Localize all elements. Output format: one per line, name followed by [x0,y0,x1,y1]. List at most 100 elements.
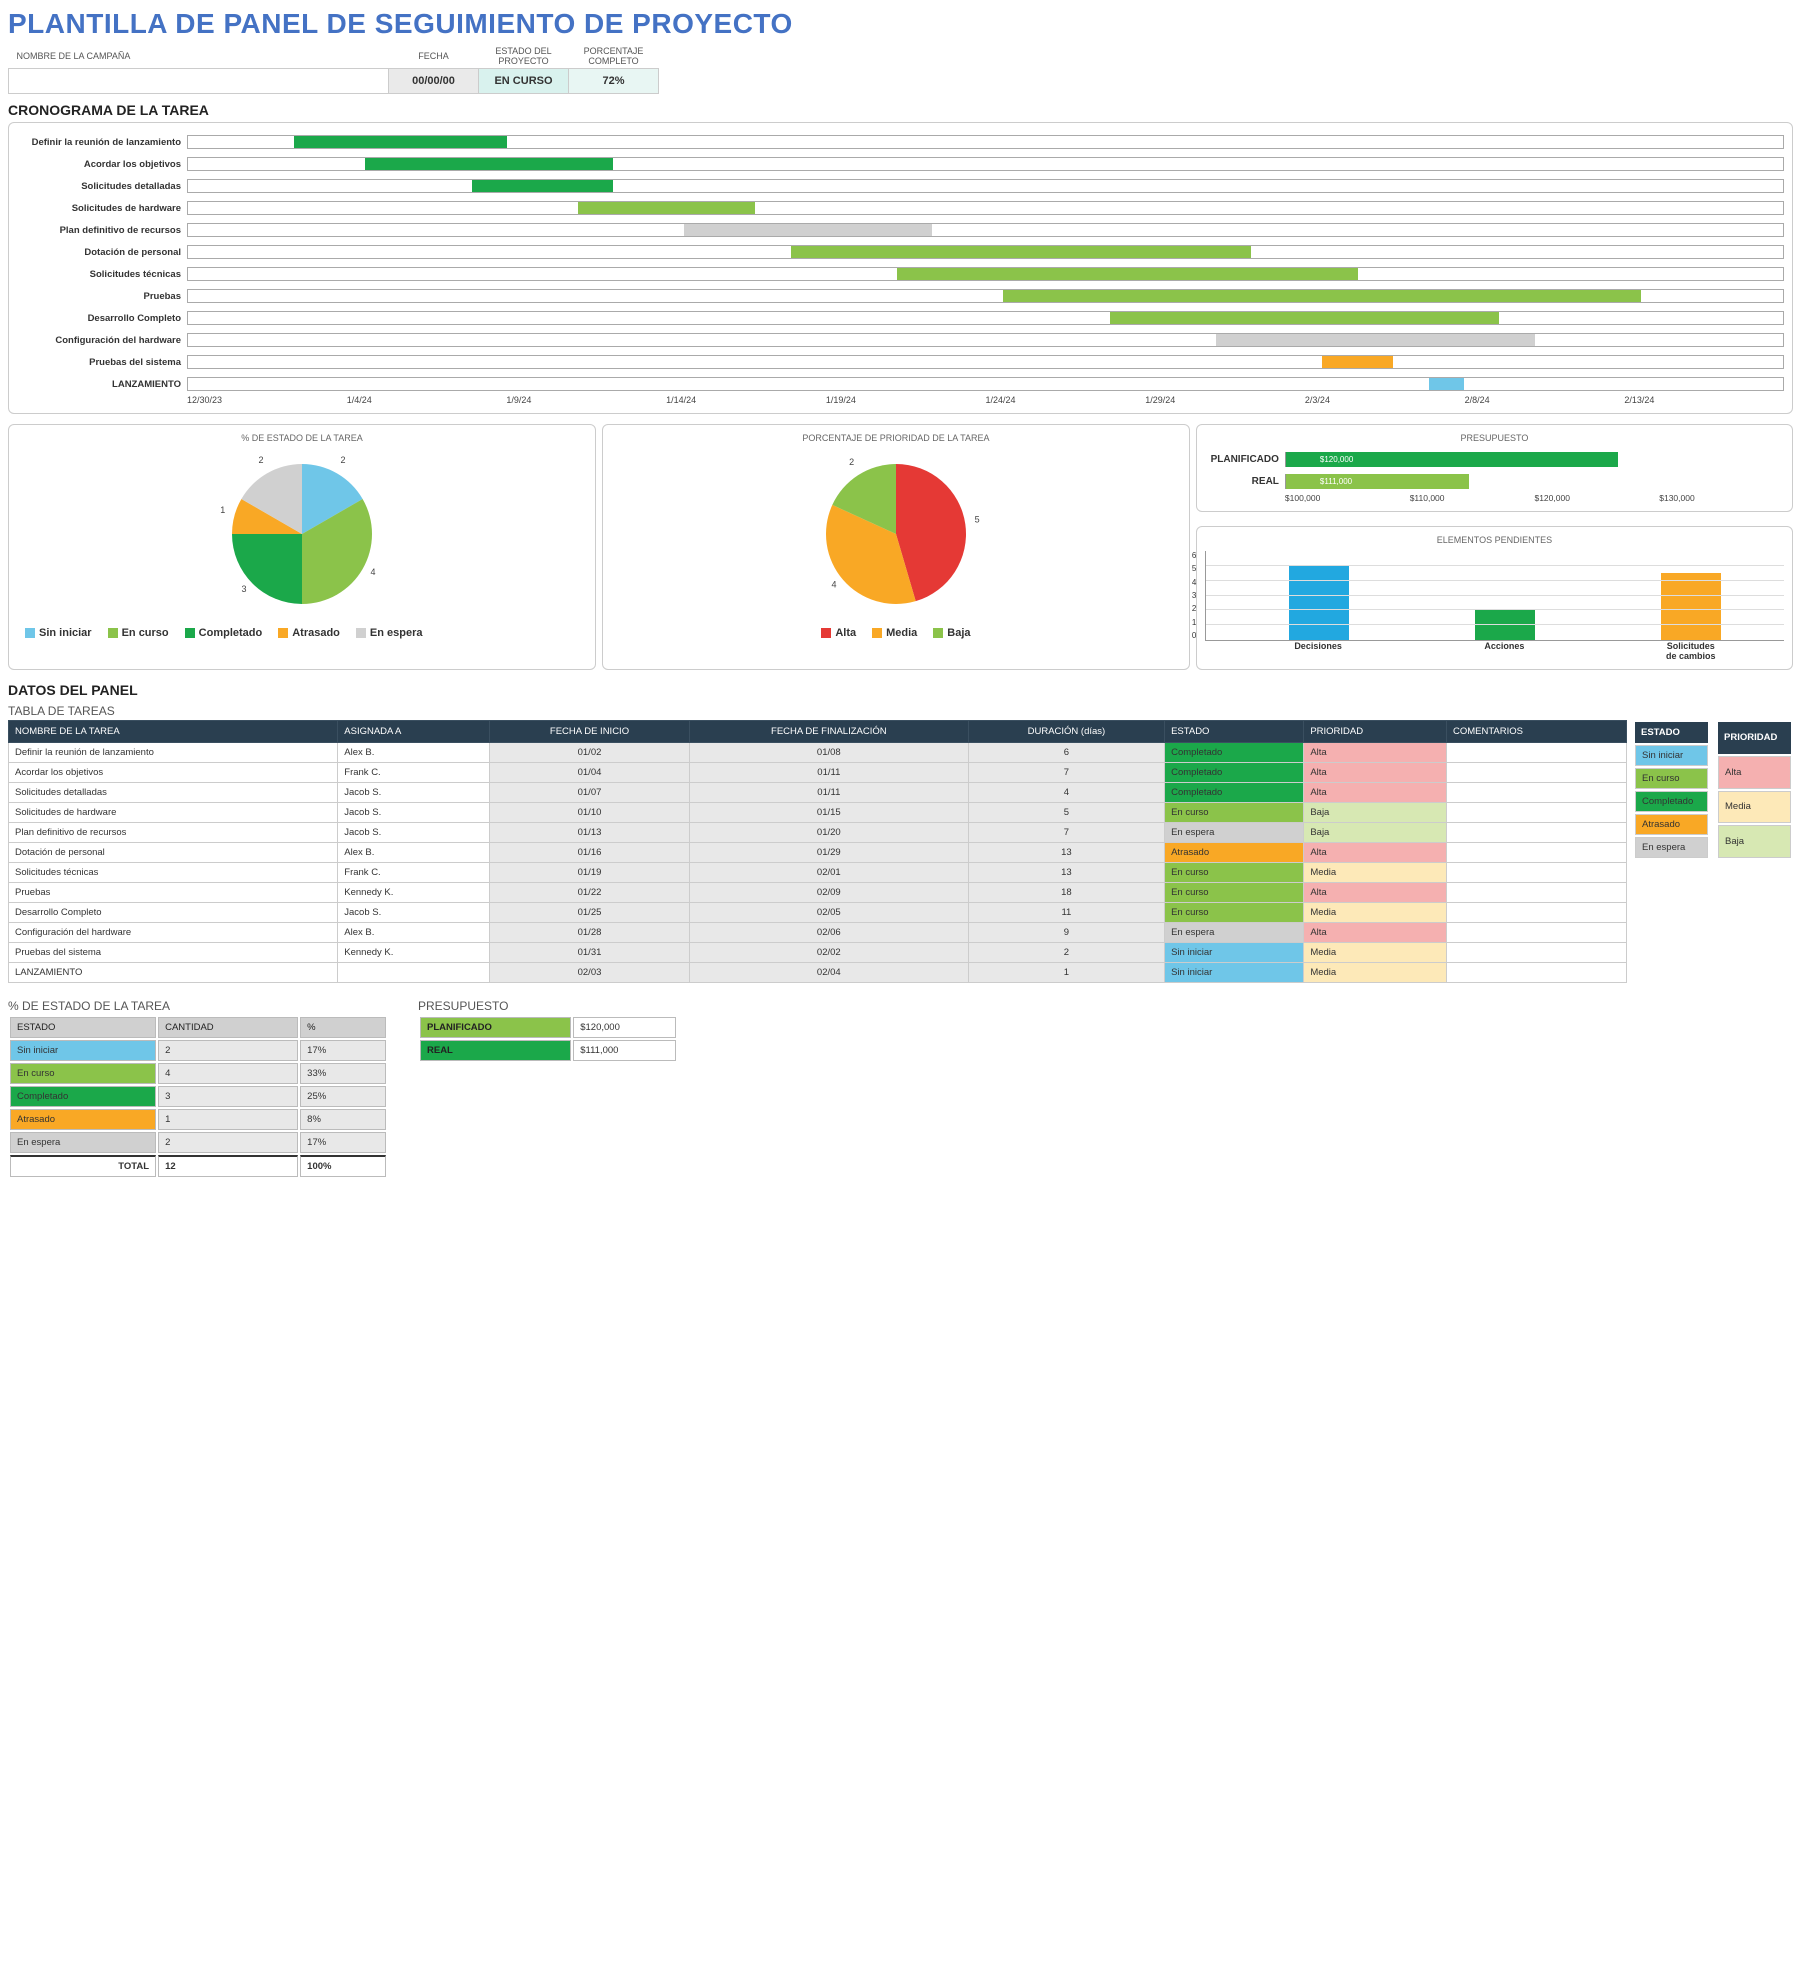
task-start: 01/04 [490,763,690,783]
gantt-bar [1429,378,1464,390]
task-priority: Alta [1304,743,1447,763]
gantt-x-tick: 1/14/24 [666,395,826,405]
task-status: Completado [1165,783,1304,803]
gantt-track [187,311,1784,325]
status-row: Completado325% [10,1086,386,1107]
gantt-track [187,201,1784,215]
table-row[interactable]: Plan definitivo de recursos Jacob S. 01/… [9,823,1627,843]
task-comment [1446,843,1626,863]
task-start: 01/13 [490,823,690,843]
task-priority: Baja [1304,803,1447,823]
table-row[interactable]: Desarrollo Completo Jacob S. 01/25 02/05… [9,903,1627,923]
budget-summary-title: PRESUPUESTO [418,999,678,1013]
gantt-x-tick: 1/4/24 [347,395,507,405]
task-end: 01/20 [689,823,968,843]
table-row[interactable]: Solicitudes detalladas Jacob S. 01/07 01… [9,783,1627,803]
task-col-header: ASIGNADA A [338,721,490,743]
table-row[interactable]: Configuración del hardware Alex B. 01/28… [9,923,1627,943]
table-row[interactable]: Pruebas del sistema Kennedy K. 01/31 02/… [9,943,1627,963]
task-status: En curso [1165,803,1304,823]
gantt-track [187,179,1784,193]
budget-panel: PRESUPUESTO PLANIFICADO $120,000 REAL $1… [1196,424,1793,512]
gantt-track [187,377,1784,391]
pie-value-label: 2 [340,455,345,465]
task-status: En curso [1165,863,1304,883]
table-row[interactable]: Pruebas Kennedy K. 01/22 02/09 18 En cur… [9,883,1627,903]
col-header: ESTADO [10,1017,156,1038]
table-row[interactable]: Solicitudes técnicas Frank C. 01/19 02/0… [9,863,1627,883]
task-assigned: Alex B. [338,843,490,863]
gantt-label: Definir la reunión de lanzamiento [17,137,187,148]
y-tick: 5 [1192,564,1196,573]
task-end: 01/29 [689,843,968,863]
percent-value: 72% [569,69,659,94]
gantt-bar [578,202,755,214]
bar [1661,573,1721,640]
task-assigned: Alex B. [338,923,490,943]
task-duration: 13 [968,843,1164,863]
legend-item: Completado [185,627,263,639]
task-status: Sin iniciar [1165,963,1304,983]
task-end: 02/05 [689,903,968,923]
task-priority: Media [1304,963,1447,983]
status-summary-title: % DE ESTADO DE LA TAREA [8,999,388,1013]
tabla-tareas-title: TABLA DE TAREAS [8,704,1793,718]
task-status: En curso [1165,883,1304,903]
task-duration: 7 [968,763,1164,783]
gantt-label: Solicitudes de hardware [17,203,187,214]
table-row[interactable]: Definir la reunión de lanzamiento Alex B… [9,743,1627,763]
fecha-value[interactable]: 00/00/00 [389,69,479,94]
gantt-track [187,223,1784,237]
budget-summary-row: PLANIFICADO$120,000 [420,1017,676,1038]
budget-x-tick: $110,000 [1410,493,1535,503]
gantt-row: Configuración del hardware [17,329,1784,351]
gantt-label: Pruebas [17,291,187,302]
gantt-row: Solicitudes detalladas [17,175,1784,197]
percent-label: PORCENTAJE COMPLETO [569,44,659,69]
bar [1289,566,1349,640]
task-priority: Alta [1304,763,1447,783]
task-status: Completado [1165,743,1304,763]
task-end: 01/11 [689,783,968,803]
gantt-track [187,157,1784,171]
estado-value[interactable]: EN CURSO [479,69,569,94]
gantt-label: LANZAMIENTO [17,379,187,390]
legend-item: Baja [1718,825,1791,858]
col-header: CANTIDAD [158,1017,298,1038]
legend-prioridad: PRIORIDADAltaMediaBaja [1716,720,1793,860]
campaign-input[interactable] [9,69,389,94]
gantt-row: Solicitudes de hardware [17,197,1784,219]
task-end: 02/02 [689,943,968,963]
budget-summary-table: PLANIFICADO$120,000REAL$111,000 [418,1015,678,1063]
budget-label: REAL [1205,476,1285,487]
table-row[interactable]: LANZAMIENTO 02/03 02/04 1 Sin iniciar Me… [9,963,1627,983]
status-summary-table: ESTADOCANTIDAD%Sin iniciar217%En curso43… [8,1015,388,1179]
gantt-x-tick: 12/30/23 [187,395,347,405]
gantt-x-tick: 1/24/24 [986,395,1146,405]
task-duration: 7 [968,823,1164,843]
task-assigned: Frank C. [338,763,490,783]
table-row[interactable]: Dotación de personal Alex B. 01/16 01/29… [9,843,1627,863]
task-name: Pruebas del sistema [9,943,338,963]
gantt-bar [684,224,932,236]
task-assigned: Jacob S. [338,803,490,823]
budget-title: PRESUPUESTO [1205,433,1784,443]
budget-label: PLANIFICADO [1205,454,1285,465]
budget-track: $111,000 [1285,474,1784,489]
legend-title: ESTADO [1635,722,1708,743]
legend-title: PRIORIDAD [1718,722,1791,754]
status-row: En espera217% [10,1132,386,1153]
table-row[interactable]: Acordar los objetivos Frank C. 01/04 01/… [9,763,1627,783]
table-row[interactable]: Solicitudes de hardware Jacob S. 01/10 0… [9,803,1627,823]
y-tick: 6 [1192,551,1196,560]
task-assigned: Kennedy K. [338,883,490,903]
budget-bar: $111,000 [1286,474,1469,489]
legend-item: Baja [933,627,970,639]
y-tick: 4 [1192,578,1196,587]
gantt-row: Pruebas [17,285,1784,307]
legend-item: Media [1718,791,1791,824]
gantt-bar [294,136,507,148]
gantt-bar [897,268,1358,280]
task-comment [1446,903,1626,923]
task-end: 02/01 [689,863,968,883]
